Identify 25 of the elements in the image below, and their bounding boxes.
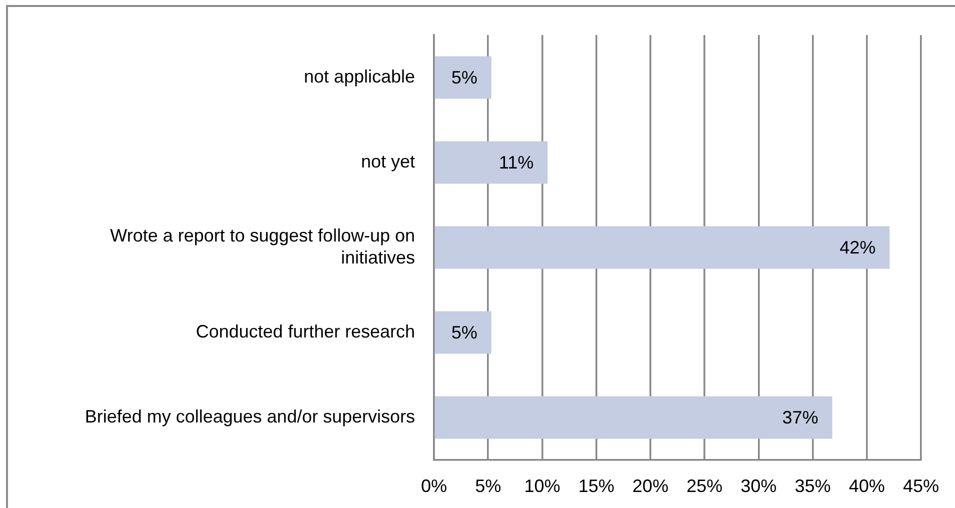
y-tick-label: Briefed my colleagues and/or supervisors	[84, 406, 415, 426]
y-tick-label: not applicable	[304, 66, 415, 86]
y-tick-label: Wrote a report to suggest follow-up on initiatives	[110, 226, 415, 268]
x-tick-label: 0%	[420, 476, 448, 496]
x-tick-label: 35%	[794, 476, 831, 496]
y-tick-label: Conducted further research	[196, 321, 415, 342]
data-label: 37%	[782, 407, 818, 428]
data-label: 42%	[840, 237, 876, 258]
x-tick-label: 15%	[578, 476, 614, 496]
y-tick-label: not yet	[360, 151, 415, 172]
x-tick-label: 5%	[475, 476, 502, 496]
bar	[434, 396, 832, 439]
bar	[434, 56, 492, 99]
x-tick-label: 20%	[632, 476, 668, 496]
x-tick-label: 45%	[902, 476, 939, 496]
data-label: 5%	[451, 67, 478, 88]
bar	[434, 311, 492, 354]
x-tick-label: 25%	[686, 476, 723, 496]
data-label: 11%	[498, 152, 534, 172]
bar	[434, 226, 890, 269]
bar	[434, 141, 548, 184]
data-label: 5%	[451, 322, 478, 342]
x-tick-label: 10%	[524, 476, 560, 496]
x-tick-label: 30%	[740, 476, 777, 496]
x-tick-label: 40%	[848, 476, 885, 496]
